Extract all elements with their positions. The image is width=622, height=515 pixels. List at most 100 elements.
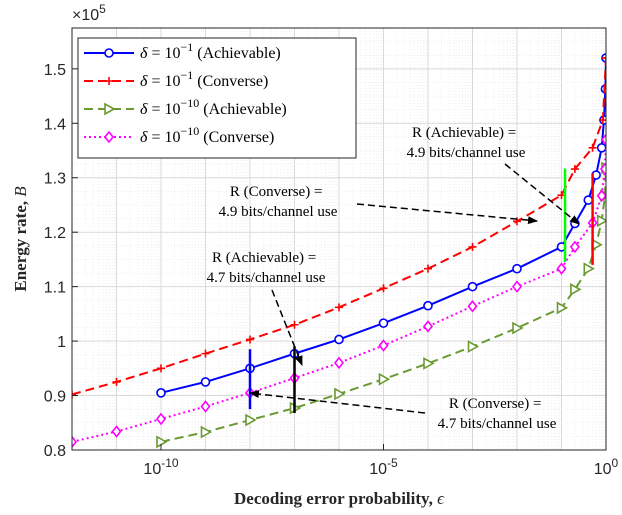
data-point	[245, 413, 257, 427]
annotation-converse-49-line1: R (Converse) =	[230, 184, 323, 200]
data-point	[246, 335, 254, 344]
series-2	[72, 53, 606, 399]
legend-entry-4: δ = 10−10 (Converse)	[84, 124, 274, 146]
plot-frame	[71, 27, 607, 451]
data-point	[596, 142, 606, 153]
y-axis-multiplier: ×105	[72, 2, 106, 24]
data-point	[103, 130, 115, 144]
annotation-converse-47: R (Converse) = 4.7 bits/channel use	[438, 396, 557, 432]
arrow-converse-49	[356, 203, 538, 225]
legend: δ = 10−1 (Achievable) δ = 10−1 (Converse)…	[77, 37, 357, 159]
data-point	[596, 189, 606, 202]
annotation-achievable-47: R (Achievable) = 4.7 bits/channel use	[207, 250, 326, 286]
arrow-achievable-49	[504, 163, 580, 225]
axes: 10-10 10-5 100 0.8 0.9 1 1.1 1.2 1.3 1.4 1.5 ×105 De…	[11, 2, 619, 508]
annotation-achievable-49-line2: 4.9 bits/channel use	[407, 145, 526, 161]
data-point	[157, 364, 165, 373]
data-point	[467, 281, 478, 292]
data-point	[333, 356, 345, 370]
data-point	[334, 334, 344, 345]
data-point	[512, 321, 524, 335]
data-point	[583, 262, 595, 276]
data-point	[200, 425, 213, 439]
data-point	[468, 242, 477, 251]
data-point	[379, 284, 388, 293]
data-point	[200, 400, 211, 413]
data-point	[335, 303, 343, 312]
data-point	[72, 435, 78, 449]
annotation-achievable-49-line1: R (Achievable) =	[412, 125, 516, 141]
data-point	[422, 320, 434, 333]
data-point	[423, 357, 435, 370]
series-layer	[72, 53, 606, 449]
data-point	[334, 387, 346, 401]
y-tick-label: 1	[57, 334, 66, 351]
data-point	[569, 240, 580, 254]
data-point	[423, 300, 433, 311]
annotations: R (Achievable) = 4.9 bits/channel use R …	[207, 125, 580, 432]
annotation-achievable-49: R (Achievable) = 4.9 bits/channel use	[407, 125, 526, 161]
legend-label-3: δ = 10−10 (Achievable)	[140, 96, 287, 118]
x-axis-title: Decoding error probability, ϵ	[234, 489, 445, 508]
data-point	[378, 339, 389, 352]
data-point	[556, 262, 567, 275]
y-tick-label: 0.9	[44, 389, 66, 406]
data-point	[570, 165, 579, 174]
series-4-line	[72, 139, 606, 443]
data-point	[588, 143, 597, 152]
x-tick-label: 100	[594, 456, 619, 478]
y-tick-label: 1.1	[44, 280, 66, 297]
data-point	[112, 377, 121, 386]
data-point	[105, 77, 113, 85]
data-point	[467, 299, 478, 313]
vertical-markers	[248, 168, 594, 413]
data-point	[290, 320, 299, 329]
series-2-line	[72, 57, 606, 396]
data-point	[570, 283, 582, 296]
x-tick-label: 10-5	[369, 456, 398, 478]
data-point	[424, 264, 432, 273]
y-axis-title: Energy rate, B	[11, 186, 30, 292]
data-point	[599, 162, 606, 176]
y-tick-label: 1.4	[44, 116, 66, 133]
data-point	[200, 377, 211, 387]
data-point	[378, 372, 391, 386]
data-point	[556, 301, 569, 315]
legend-entry-1: δ = 10−1 (Achievable)	[84, 40, 281, 62]
legend-entry-3: δ = 10−10 (Achievable)	[84, 96, 287, 118]
data-point	[111, 425, 122, 438]
annotation-achievable-47-line1: R (Achievable) =	[212, 250, 316, 266]
x-tick-label: 10-10	[143, 456, 178, 478]
legend-label-1: δ = 10−1 (Achievable)	[140, 40, 281, 62]
arrow-achievable-47	[271, 289, 303, 366]
arrow-converse-47	[249, 390, 426, 414]
y-tick-label: 1.5	[44, 62, 66, 79]
data-point	[201, 349, 210, 358]
annotation-converse-49-line2: 4.9 bits/channel use	[219, 204, 338, 220]
data-point	[72, 390, 76, 399]
y-tick-label: 1.2	[44, 225, 66, 242]
legend-label-4: δ = 10−10 (Converse)	[140, 124, 274, 146]
y-tick-label: 1.3	[44, 171, 66, 188]
legend-entry-2: δ = 10−1 (Converse)	[84, 68, 268, 90]
data-point	[156, 388, 166, 398]
y-tick-label: 0.8	[44, 443, 66, 460]
data-point	[104, 102, 116, 116]
data-point	[600, 133, 606, 146]
data-point	[467, 340, 480, 353]
data-point	[155, 412, 167, 426]
legend-label-2: δ = 10−1 (Converse)	[140, 68, 268, 90]
data-point	[602, 53, 606, 62]
annotation-converse-47-line2: 4.7 bits/channel use	[438, 416, 557, 432]
annotation-converse-47-line1: R (Converse) =	[449, 396, 542, 412]
data-point	[512, 263, 522, 274]
annotation-converse-49: R (Converse) = 4.9 bits/channel use	[219, 184, 338, 220]
data-point	[104, 48, 114, 58]
data-point	[583, 195, 594, 205]
data-point	[596, 214, 606, 228]
data-point	[378, 318, 389, 328]
series-3-line	[160, 167, 606, 443]
data-point	[511, 280, 523, 293]
annotation-achievable-47-line2: 4.7 bits/channel use	[207, 270, 326, 286]
